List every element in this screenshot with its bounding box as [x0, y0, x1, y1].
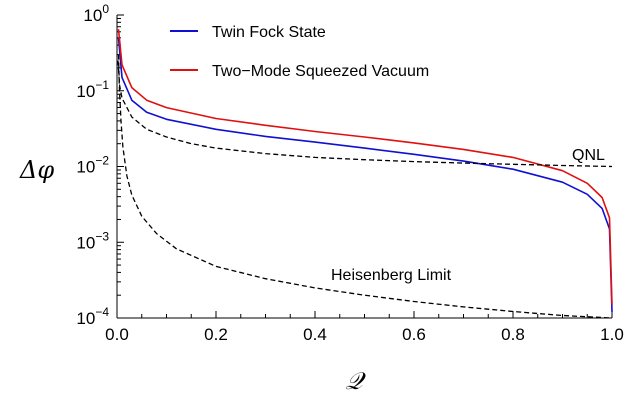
x-tick-label: 1.0 [600, 325, 624, 344]
axes: 0.0 0.2 0.4 0.6 0.8 1.0 100 10−1 10−2 10−3 10−4 [76, 2, 623, 344]
series-twin-fock-state [117, 37, 613, 313]
y-tick-label: 100 [83, 2, 109, 25]
annotation-qnl: QNL [572, 147, 605, 164]
x-tick-label: 0.6 [402, 325, 426, 344]
legend-label-two-mode: Two−Mode Squeezed Vacuum [212, 63, 429, 80]
y-tick-label: 10−4 [76, 305, 109, 328]
legend: Twin Fock State Two−Mode Squeezed Vacuum [170, 24, 429, 80]
x-tick-label: 0.0 [105, 325, 129, 344]
x-tick-label: 0.4 [303, 325, 327, 344]
curves [117, 29, 613, 319]
y-tick-label: 10−1 [76, 78, 109, 101]
x-tick-label: 0.8 [501, 325, 525, 344]
y-tick-label: 10−2 [76, 154, 109, 177]
annotation-heisenberg-limit: Heisenberg Limit [331, 267, 452, 284]
x-axis-title: 𝒬 [345, 367, 366, 395]
series-heisenberg-limit [117, 54, 613, 319]
series-qnl [117, 60, 613, 168]
series-two-mode-squeezed-vacuum [117, 29, 613, 305]
y-tick-label: 10−3 [76, 229, 109, 252]
y-axis-title: Δφ [19, 156, 54, 184]
x-tick-label: 0.2 [204, 325, 228, 344]
legend-label-twin-fock: Twin Fock State [212, 24, 326, 41]
